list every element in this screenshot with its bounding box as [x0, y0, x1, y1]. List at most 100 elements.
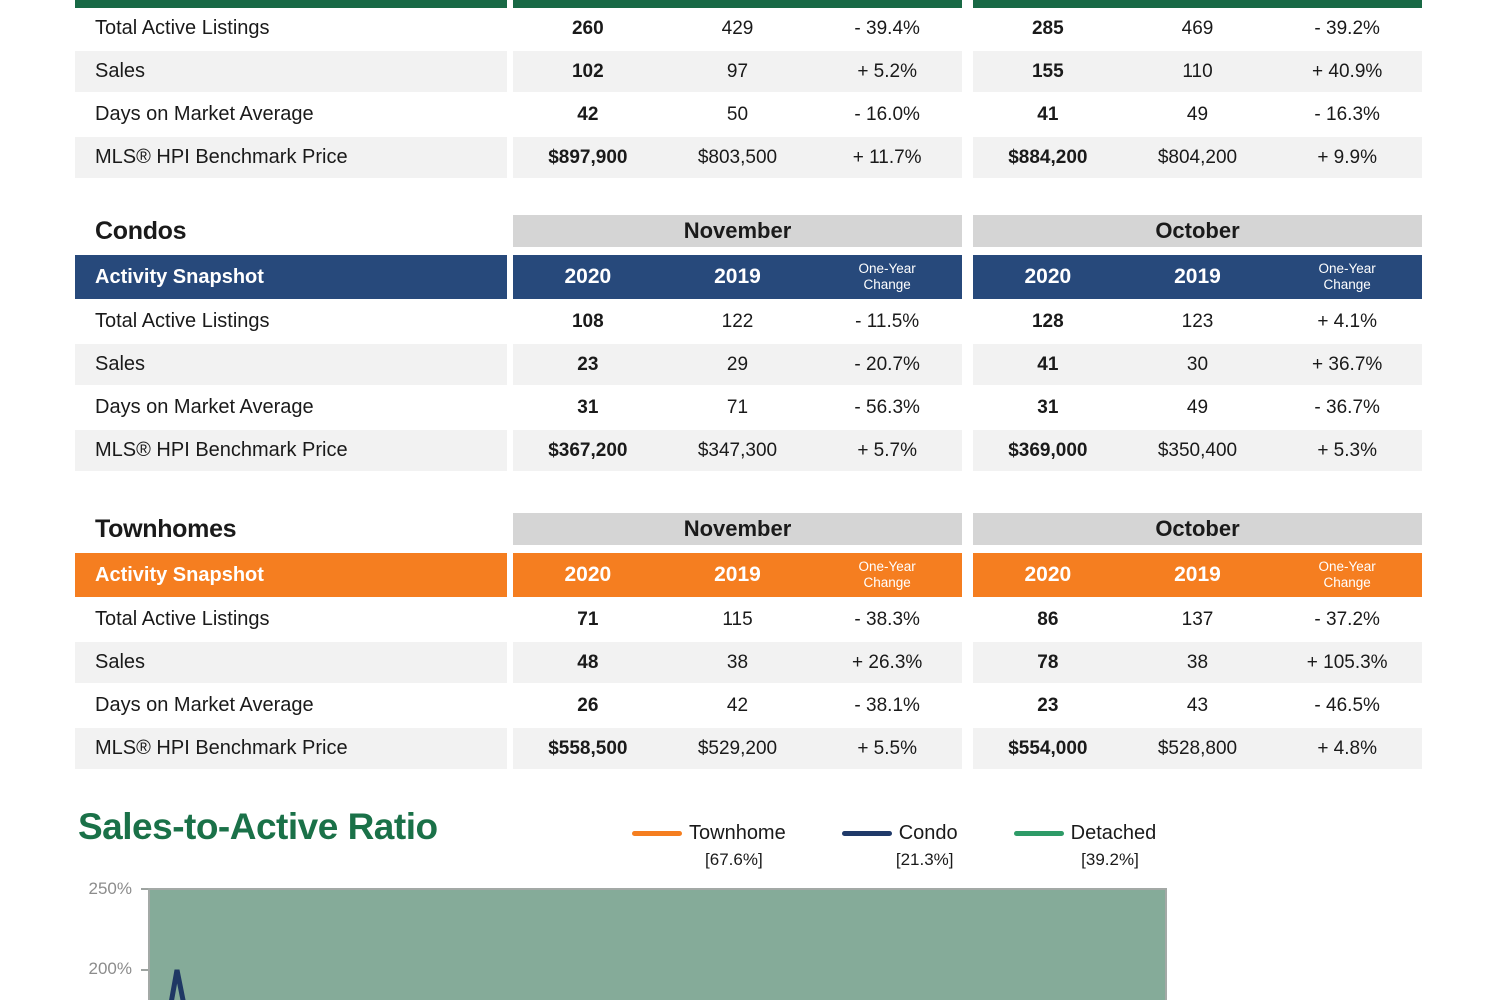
value-2020: 78 [1037, 651, 1059, 673]
value-2019: $347,300 [697, 439, 778, 461]
october-values: 155 110 + 40.9% [973, 51, 1422, 92]
y-axis-tick-250 [141, 888, 148, 890]
row-label-text: MLS® HPI Benchmark Price [95, 737, 348, 759]
value-change: + 40.9% [1312, 60, 1383, 82]
column-header-2019: 2019 [1174, 563, 1221, 586]
value-change: + 105.3% [1306, 651, 1388, 673]
column-header-2019: 2019 [714, 563, 761, 586]
value-2020: $554,000 [1008, 737, 1088, 759]
table-row: Total Active Listings 260 429 - 39.4% 28… [75, 8, 1422, 49]
table-row: Sales 23 29 - 20.7% 41 30 + 36.7% [75, 344, 1422, 385]
value-change: + 5.5% [857, 737, 917, 759]
column-header-one-year-change: One-Year Change [812, 559, 962, 590]
value-2020: 155 [1031, 60, 1064, 82]
legend-current-value: [67.6%] [705, 850, 763, 869]
value-2019: 49 [1186, 103, 1209, 125]
legend-label: Detached [1070, 822, 1157, 844]
condos-table: Condos November October Activity Snapsho… [75, 215, 1422, 471]
value-change: - 39.2% [1314, 17, 1380, 39]
value-2019: 110 [1182, 60, 1213, 82]
month-label: October [1155, 218, 1240, 243]
november-column-headers: 2020 2019 One-Year Change [513, 553, 962, 597]
value-change: + 5.3% [1317, 439, 1377, 461]
value-change: + 36.7% [1312, 353, 1383, 375]
november-values: $558,500 $529,200 + 5.5% [513, 728, 962, 769]
table-row: Days on Market Average 26 42 - 38.1% 23 … [75, 685, 1422, 726]
legend-current-value: [39.2%] [1081, 850, 1139, 869]
value-change: + 9.9% [1317, 146, 1377, 168]
townhomes-activity-snapshot-row: Activity Snapshot 2020 2019 One-Year Cha… [75, 553, 1422, 597]
legend-item-top: Condo [841, 822, 958, 845]
one-year-change-line1: One-Year [858, 559, 916, 575]
column-header-2020: 2020 [1024, 265, 1072, 288]
value-change: - 16.0% [854, 103, 920, 125]
month-header-november: November [513, 215, 962, 247]
row-label: Sales [75, 344, 507, 385]
november-values: 23 29 - 20.7% [513, 344, 962, 385]
activity-snapshot-label: Activity Snapshot [75, 553, 507, 597]
month-header-october: October [973, 215, 1422, 247]
one-year-change-line2: Change [863, 575, 911, 590]
value-2019: 29 [726, 353, 749, 375]
legend-item-townhome: Townhome [67.6%] [632, 822, 786, 870]
y-axis-label-200: 200% [88, 959, 132, 978]
value-2020: 285 [1031, 17, 1064, 39]
value-2020: 260 [571, 17, 604, 39]
one-year-change-line2: Change [1323, 575, 1371, 590]
table-row: MLS® HPI Benchmark Price $897,900 $803,5… [75, 137, 1422, 178]
section-title: Condos [95, 217, 187, 245]
row-label-text: MLS® HPI Benchmark Price [95, 146, 348, 168]
november-values: 108 122 - 11.5% [513, 301, 962, 342]
chart-legend: Townhome [67.6%] Condo [21.3%] Detached … [632, 822, 1156, 870]
townhomes-table: Townhomes November October Activity Snap… [75, 513, 1422, 769]
november-values: 48 38 + 26.3% [513, 642, 962, 683]
month-header-october: October [973, 513, 1422, 545]
row-label-text: Days on Market Average [95, 694, 314, 716]
value-2019: 30 [1186, 353, 1209, 375]
value-2019: 469 [1181, 17, 1214, 39]
month-label: November [683, 516, 792, 541]
value-2019: 97 [726, 60, 749, 82]
value-2019: 71 [726, 396, 749, 418]
value-2019: 429 [721, 17, 754, 39]
value-change: + 5.7% [857, 439, 917, 461]
row-label: Sales [75, 642, 507, 683]
month-label: November [683, 218, 792, 243]
november-values: 31 71 - 56.3% [513, 387, 962, 428]
townhomes-month-header-row: Townhomes November October [75, 513, 1422, 545]
value-change: - 16.3% [1314, 103, 1380, 125]
one-year-change-line1: One-Year [1318, 261, 1376, 277]
value-2020: 102 [571, 60, 604, 82]
column-header-2019: 2019 [714, 265, 761, 288]
october-column-headers: 2020 2019 One-Year Change [973, 553, 1422, 597]
row-label-text: Total Active Listings [95, 310, 270, 332]
detached-table: Total Active Listings 260 429 - 39.4% 28… [75, 0, 1422, 178]
november-values: $367,200 $347,300 + 5.7% [513, 430, 962, 471]
row-label-text: Total Active Listings [95, 17, 270, 39]
activity-snapshot-text: Activity Snapshot [95, 265, 264, 288]
november-column-headers: 2020 2019 One-Year Change [513, 255, 962, 299]
value-2020: 31 [577, 396, 599, 418]
row-label-text: Sales [95, 353, 146, 375]
legend-current-value: [21.3%] [895, 850, 954, 869]
column-header-one-year-change: One-Year Change [1272, 261, 1422, 292]
column-header-2020: 2020 [564, 265, 612, 288]
one-year-change-line2: Change [863, 277, 911, 292]
legend-item-detached: Detached [39.2%] [1013, 822, 1157, 870]
detached-header-stub-label [75, 0, 507, 8]
chart-title: Sales-to-Active Ratio [78, 806, 438, 847]
column-header-one-year-change: One-Year Change [1272, 559, 1422, 590]
value-2020: 23 [577, 353, 599, 375]
activity-snapshot-label: Activity Snapshot [75, 255, 507, 299]
value-2020: 31 [1037, 396, 1059, 418]
october-values: 31 49 - 36.7% [973, 387, 1422, 428]
october-values: 128 123 + 4.1% [973, 301, 1422, 342]
tables-area: Total Active Listings 260 429 - 39.4% 28… [75, 0, 1422, 771]
october-values: 86 137 - 37.2% [973, 599, 1422, 640]
october-values: 285 469 - 39.2% [973, 8, 1422, 49]
table-row: Sales 48 38 + 26.3% 78 38 + 105.3% [75, 642, 1422, 683]
value-change: - 56.3% [854, 396, 920, 418]
value-2020: 48 [577, 651, 599, 673]
value-change: - 37.2% [1314, 608, 1380, 630]
